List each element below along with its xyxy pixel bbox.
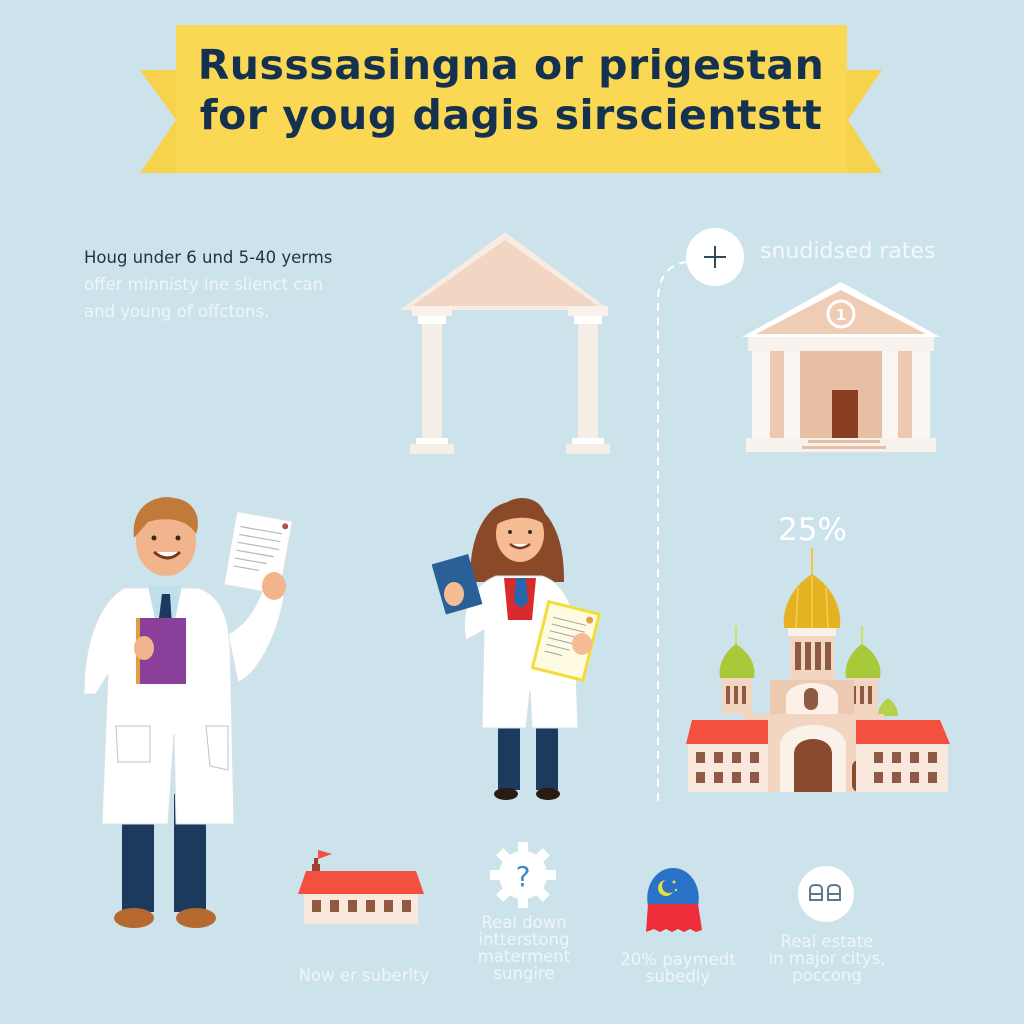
- male-scientist-illustration: [83, 497, 293, 928]
- banner-right-tail: [847, 70, 882, 173]
- female-scientist-illustration: [432, 498, 602, 800]
- university-building-lower: [304, 894, 418, 924]
- intro-line-1: Houg under 6 und 5-40 yerms: [84, 248, 333, 267]
- banner-title-line1: Russsasingna or prigestan: [197, 41, 825, 89]
- cathedral-illustration: [686, 548, 950, 792]
- intro-text: Houg under 6 und 5-40 yerms offer minnis…: [84, 244, 384, 325]
- intro-line-3: and young of offctons.: [84, 302, 270, 321]
- bottom-item-real-estate[interactable]: [798, 866, 854, 922]
- portico-illustration: [400, 232, 610, 454]
- banner-title-line2: for youg dagis sirscientstt: [199, 91, 823, 139]
- banner-body: [176, 25, 847, 173]
- svg-text:?: ?: [516, 860, 531, 893]
- bottom-item-bell[interactable]: [642, 866, 704, 936]
- subsidized-rates-label: snudidsed rates: [760, 239, 936, 264]
- svg-text:1: 1: [836, 306, 846, 324]
- plus-button[interactable]: [686, 228, 744, 286]
- dashed-connector: [657, 261, 688, 803]
- gear-question-icon: ?: [490, 842, 556, 908]
- bank-building-illustration: 1: [742, 282, 940, 452]
- bottom-label-gear-question: Real down intterstong materment sungire: [477, 913, 571, 983]
- bottom-label-university: Now er suberlty: [298, 966, 430, 985]
- banner-left-tail: [140, 70, 176, 173]
- bottom-label-payment: 20% paymedt subedly: [620, 950, 736, 986]
- plus-icon: [704, 246, 726, 268]
- banner-title: Russsasingna or prigestan for youg dagis…: [175, 40, 847, 140]
- bell-moon-icon: [646, 868, 702, 932]
- stat-25-percent: 25%: [778, 512, 847, 548]
- title-banner: [140, 25, 882, 173]
- bottom-item-gear-question[interactable]: ?: [490, 842, 556, 908]
- apartments-icon: [809, 883, 841, 901]
- intro-line-2: offer minnisty ine slienct can: [84, 275, 324, 294]
- bottom-label-real-estate: Real estate in major citys, poccong: [768, 932, 886, 985]
